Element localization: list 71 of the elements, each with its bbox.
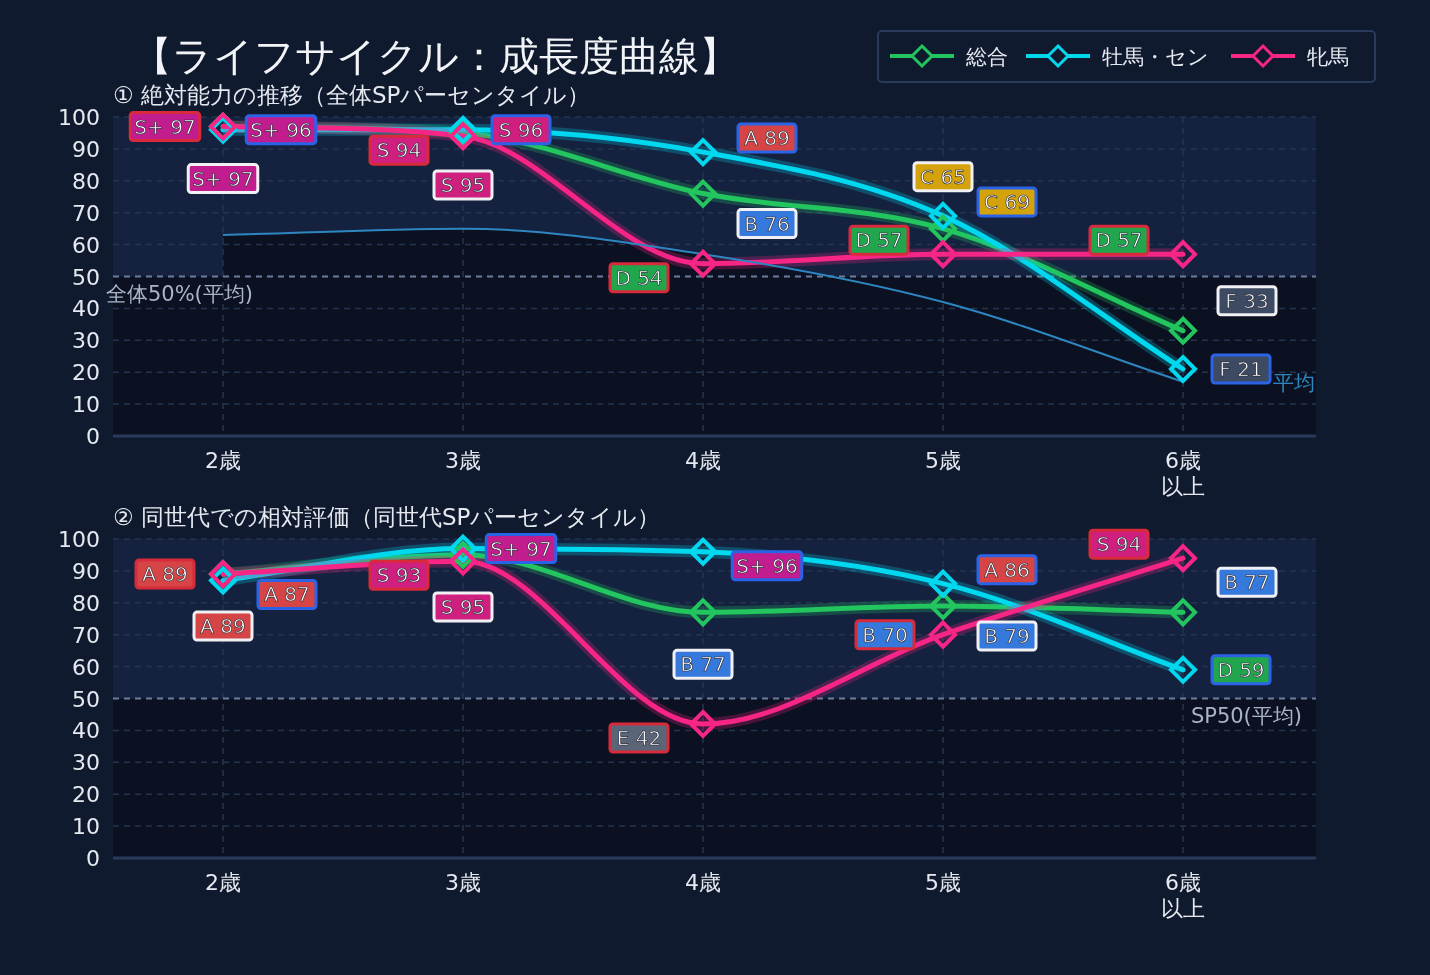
data-label: A 89: [142, 562, 188, 587]
data-label: B 76: [744, 211, 790, 236]
data-label: S+ 96: [736, 553, 798, 578]
y-tick-label: 70: [72, 622, 100, 648]
y-tick-label: 20: [72, 782, 100, 808]
data-label: S 95: [440, 594, 486, 619]
data-label: D 57: [855, 228, 903, 253]
data-label: B 79: [984, 623, 1030, 648]
data-label: A 86: [984, 557, 1030, 582]
legend-label: 牡馬・セン: [1102, 45, 1209, 69]
y-tick-label: 10: [72, 814, 100, 840]
data-label: F 33: [1225, 288, 1269, 313]
y-tick-label: 80: [72, 168, 100, 194]
data-label: C 65: [920, 164, 966, 189]
data-label: A 89: [200, 614, 246, 639]
legend-label: 牝馬: [1307, 45, 1349, 69]
ref-line-label: SP50(平均): [1190, 703, 1302, 728]
data-label: S+ 97: [192, 166, 254, 191]
data-label: B 70: [862, 622, 908, 647]
data-label: C 69: [984, 189, 1030, 214]
data-label: S 95: [440, 172, 486, 197]
x-tick-label: 4歳: [685, 870, 721, 895]
y-tick-label: 30: [72, 750, 100, 776]
chart-title: 【ライフサイクル：成長度曲線】: [132, 33, 739, 79]
y-tick-label: 70: [72, 200, 100, 226]
data-label: S 93: [376, 563, 422, 588]
y-tick-label: 50: [72, 686, 100, 712]
data-label: S+ 97: [134, 114, 196, 139]
x-tick-label: 5歳: [925, 870, 961, 895]
data-label: S+ 97: [490, 536, 552, 561]
x-tick-label: 3歳: [445, 870, 481, 895]
y-tick-label: 20: [72, 360, 100, 386]
y-tick-label: 90: [72, 136, 100, 162]
chart-subtitle: ① 絶対能力の推移（全体SPパーセンタイル）: [113, 82, 591, 108]
data-label: B 77: [1224, 570, 1270, 595]
y-tick-label: 0: [86, 424, 100, 449]
data-label: A 89: [744, 126, 790, 151]
x-tick-label: 3歳: [445, 448, 481, 473]
x-tick-label: 5歳: [925, 448, 961, 473]
data-label: S+ 96: [250, 117, 312, 142]
data-label: S 94: [1096, 532, 1142, 557]
y-tick-label: 60: [72, 654, 100, 680]
y-tick-label: 50: [72, 264, 100, 290]
x-tick-label: 6歳以上: [1161, 448, 1205, 499]
x-tick-label: 2歳: [205, 870, 241, 895]
x-tick-label: 4歳: [685, 448, 721, 473]
data-label: D 59: [1217, 657, 1265, 682]
data-label: D 57: [1095, 228, 1143, 253]
y-tick-label: 10: [72, 392, 100, 418]
y-tick-label: 30: [72, 328, 100, 354]
x-tick-label: 6歳以上: [1161, 870, 1205, 921]
y-tick-label: 0: [86, 846, 100, 871]
data-label: A 87: [264, 582, 310, 607]
y-tick-label: 60: [72, 232, 100, 258]
text: 平均: [1273, 370, 1315, 395]
data-label: E 42: [616, 726, 662, 751]
y-tick-label: 40: [72, 296, 100, 322]
y-tick-label: 100: [58, 527, 100, 552]
y-tick-label: 40: [72, 718, 100, 744]
y-tick-label: 80: [72, 590, 100, 616]
ref-line-label: 全体50%(平均): [105, 281, 253, 306]
y-tick-label: 90: [72, 558, 100, 584]
data-label: F 21: [1219, 357, 1263, 382]
data-label: S 94: [376, 138, 422, 163]
y-tick-label: 100: [58, 105, 100, 130]
data-label: B 77: [680, 652, 726, 677]
legend-label: 総合: [965, 45, 1008, 69]
x-tick-label: 2歳: [205, 448, 241, 473]
data-label: S 96: [498, 117, 544, 142]
data-label: D 54: [615, 265, 663, 290]
chart-subtitle: ② 同世代での相対評価（同世代SPパーセンタイル）: [113, 504, 661, 530]
